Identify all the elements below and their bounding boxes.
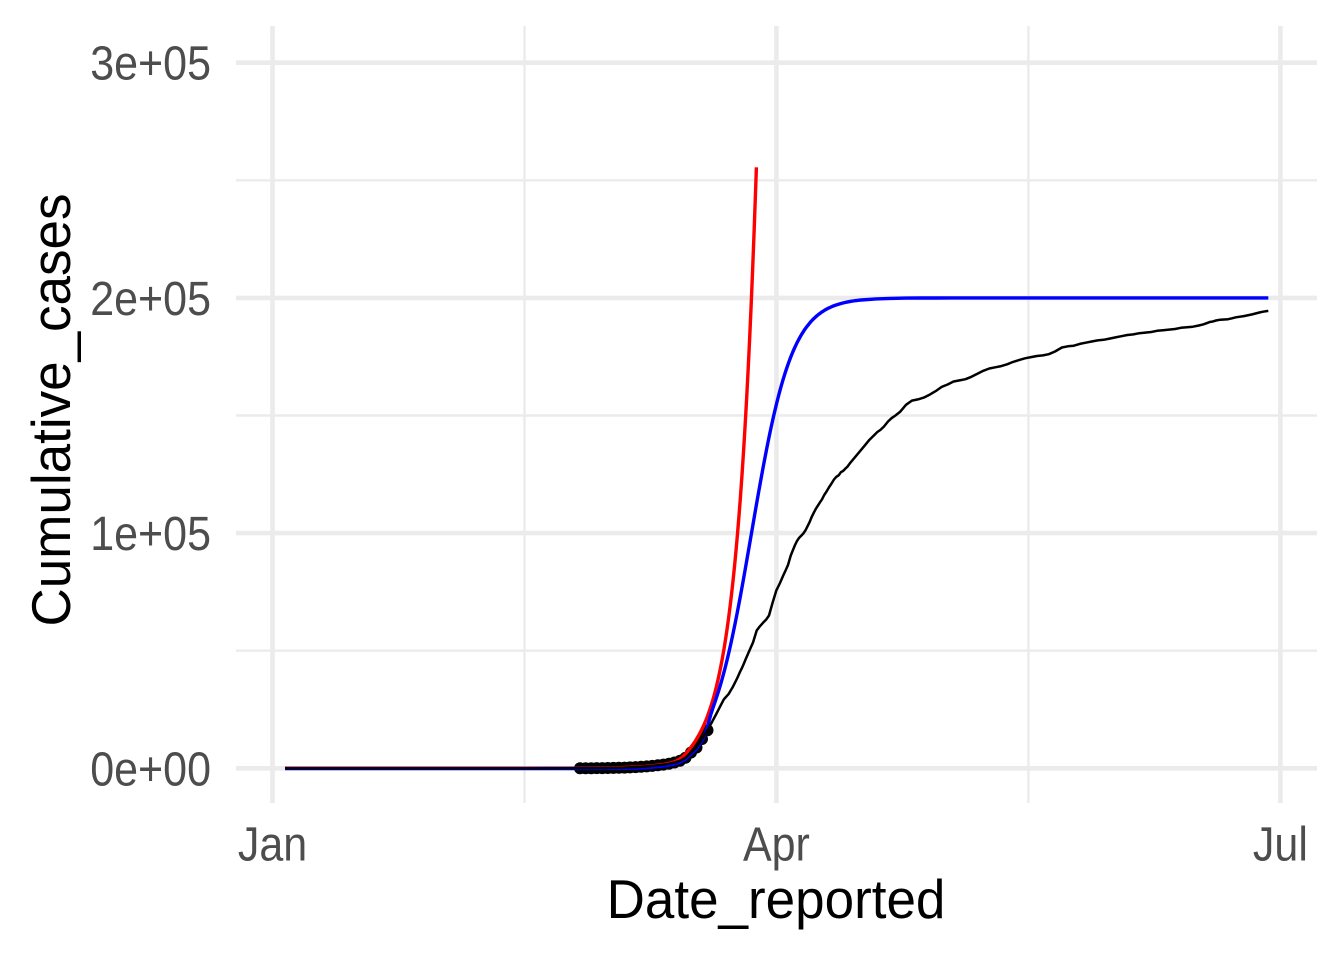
- svg-text:3e+05: 3e+05: [90, 35, 211, 90]
- svg-text:0e+00: 0e+00: [90, 741, 211, 796]
- svg-text:Date_reported: Date_reported: [607, 869, 946, 930]
- svg-text:Jul: Jul: [1253, 816, 1308, 871]
- svg-text:Jan: Jan: [238, 816, 307, 871]
- svg-text:Apr: Apr: [743, 816, 810, 871]
- svg-text:Cumulative_cases: Cumulative_cases: [21, 194, 82, 627]
- svg-text:2e+05: 2e+05: [90, 270, 211, 325]
- svg-text:1e+05: 1e+05: [90, 506, 211, 561]
